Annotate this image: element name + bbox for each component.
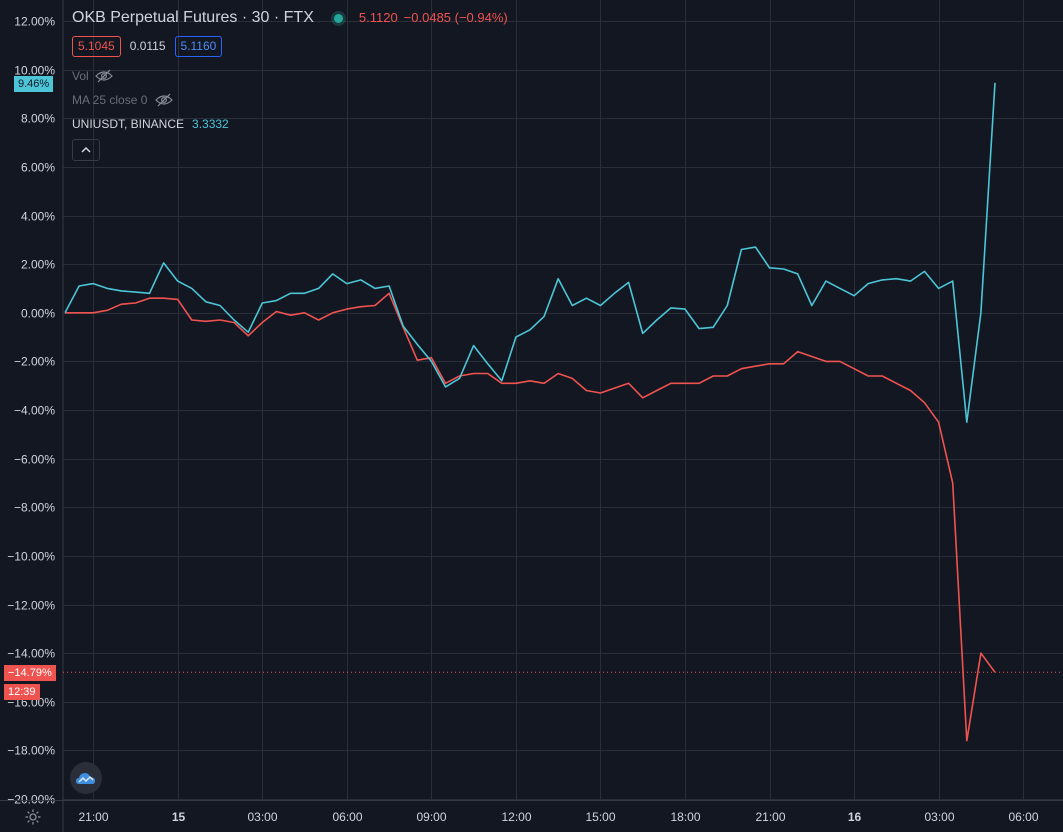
indicator-ma[interactable]: MA 25 close 0 (72, 91, 508, 109)
x-tick-label: 03:00 (924, 810, 954, 824)
y-tick-label: 2.00% (21, 258, 55, 272)
y-tick-label: −20.00% (7, 793, 55, 807)
y-tick-label: 8.00% (21, 112, 55, 126)
y-tick-label: 12.00% (14, 15, 55, 29)
grid (63, 0, 1063, 800)
y-axis[interactable]: 12.00% 10.00% 8.00% 6.00% 4.00% 2.00% 0.00% −2.… (7, 0, 64, 832)
green-dot-icon (333, 13, 343, 23)
x-axis[interactable]: 21:00 15 03:00 06:00 09:00 12:00 15:00 18:00 21:… (0, 800, 1063, 825)
x-tick-label: 21:00 (755, 810, 785, 824)
x-tick-label: 16 (848, 810, 862, 824)
compare-symbol-row[interactable]: UNIUSDT, BINANCE 3.3332 (72, 115, 508, 133)
x-tick-label: 06:00 (332, 810, 362, 824)
chevron-up-icon (81, 147, 91, 153)
indicator-ma-label: MA 25 close 0 (72, 93, 148, 107)
y-tick-label: −10.00% (7, 550, 55, 564)
y-tick-label: −12.00% (7, 599, 55, 613)
y-tick-label: −2.00% (14, 355, 55, 369)
y-tick-label: −8.00% (14, 501, 55, 515)
series-lines (64, 82, 996, 742)
y-tick-label: −18.00% (7, 744, 55, 758)
compare-symbol-label: UNIUSDT, BINANCE (72, 117, 185, 131)
x-tick-label: 12:00 (501, 810, 531, 824)
countdown-tag: 12:39 (4, 684, 40, 700)
collapse-legend-button[interactable] (72, 139, 100, 161)
indicator-vol-label: Vol (72, 69, 89, 83)
x-tick-label: 21:00 (78, 810, 108, 824)
tradingview-logo-button[interactable] (70, 762, 102, 794)
gear-icon (25, 809, 41, 825)
okb-last-value-tag: −14.79% (4, 665, 56, 681)
y-tick-label: −14.00% (7, 647, 55, 661)
x-tick-label: 09:00 (416, 810, 446, 824)
compare-symbol-value: 3.3332 (192, 117, 229, 131)
y-tick-label: 10.00% (14, 64, 55, 78)
indicator-vol[interactable]: Vol (72, 67, 508, 85)
ask-price[interactable]: 5.1160 (174, 36, 223, 57)
x-tick-label: 15 (172, 810, 186, 824)
x-tick-label: 03:00 (247, 810, 277, 824)
y-tick-label: −4.00% (14, 404, 55, 418)
x-tick-label: 15:00 (585, 810, 615, 824)
price-change: −0.0485 (−0.94%) (403, 10, 508, 25)
x-tick-label: 18:00 (670, 810, 700, 824)
okb-series-line (65, 292, 996, 742)
bid-ask-row: 5.1045 0.0115 5.1160 (72, 36, 508, 57)
last-price: 5.1120 (358, 10, 398, 25)
y-tick-label: −6.00% (14, 453, 55, 467)
y-tick-label: 0.00% (21, 307, 55, 321)
eye-crossed-icon[interactable] (155, 93, 174, 107)
symbol-title[interactable]: OKB Perpetual Futures · 30 · FTX (72, 9, 314, 26)
spread-value: 0.0115 (129, 39, 166, 53)
main-symbol-row[interactable]: OKB Perpetual Futures · 30 · FTX 5.1120 … (72, 8, 508, 28)
y-tick-label: 4.00% (21, 210, 55, 224)
y-tick-label: 6.00% (21, 161, 55, 175)
uni-series-line (64, 82, 996, 424)
tradingview-cloud-icon (76, 773, 95, 784)
uni-last-value-tag: 9.46% (14, 76, 54, 92)
x-tick-label: 06:00 (1008, 810, 1038, 824)
chart-legend: OKB Perpetual Futures · 30 · FTX 5.1120 … (72, 8, 508, 161)
bid-price[interactable]: 5.1045 (72, 36, 121, 57)
axis-settings-button[interactable] (22, 806, 44, 828)
eye-crossed-icon[interactable] (94, 69, 113, 83)
